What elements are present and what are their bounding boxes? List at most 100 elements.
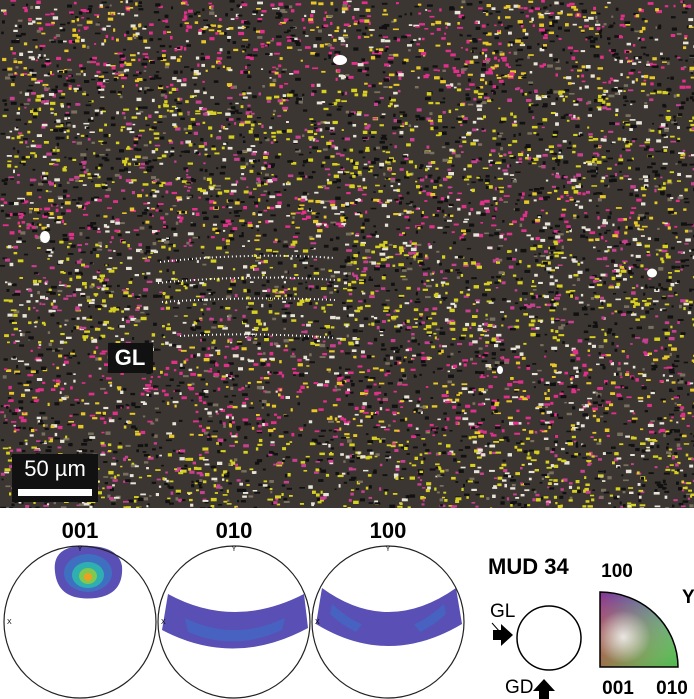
- grain: [582, 10, 587, 14]
- grain: [576, 480, 580, 483]
- grain: [338, 475, 344, 477]
- grain: [193, 462, 196, 465]
- grain: [410, 262, 413, 264]
- grain: [163, 221, 166, 224]
- grain: [183, 322, 187, 324]
- grain: [230, 230, 234, 232]
- grain: [656, 139, 661, 142]
- grain: [581, 75, 584, 78]
- grain: [641, 235, 645, 237]
- grain: [34, 208, 39, 211]
- grain: [78, 30, 80, 32]
- grain: [555, 267, 559, 269]
- grain: [96, 412, 101, 414]
- grain: [424, 283, 427, 285]
- grain: [626, 114, 631, 117]
- grain: [144, 144, 148, 146]
- grain: [624, 386, 628, 389]
- grain: [566, 323, 569, 325]
- grain: [229, 212, 231, 214]
- grain: [388, 320, 391, 322]
- grain: [358, 365, 363, 367]
- grain: [597, 161, 602, 164]
- grain: [617, 433, 623, 436]
- grain: [605, 333, 607, 337]
- grain: [484, 323, 488, 326]
- grain: [317, 84, 321, 87]
- grain: [419, 398, 421, 401]
- grain: [614, 264, 618, 267]
- grain: [348, 283, 351, 286]
- grain: [665, 304, 670, 306]
- grain: [336, 398, 341, 401]
- grain: [666, 466, 669, 468]
- grain: [257, 417, 262, 420]
- grain: [275, 313, 280, 315]
- grain: [552, 20, 558, 23]
- grain: [200, 491, 205, 494]
- grain: [120, 466, 122, 468]
- grain: [412, 358, 414, 360]
- grain: [173, 450, 175, 452]
- grain: [87, 173, 90, 176]
- grain: [73, 291, 76, 293]
- grain: [472, 129, 476, 132]
- grain: [562, 341, 565, 344]
- grain: [328, 331, 331, 334]
- grain: [500, 349, 505, 351]
- grain: [311, 84, 315, 87]
- grain: [486, 186, 489, 189]
- grain: [48, 191, 52, 193]
- grain: [242, 232, 244, 235]
- grain: [326, 142, 331, 145]
- grain: [361, 455, 366, 458]
- grain: [196, 296, 201, 298]
- grain: [573, 134, 577, 136]
- grain: [502, 281, 506, 284]
- grain: [204, 358, 210, 361]
- grain: [65, 436, 67, 439]
- grain: [303, 249, 308, 252]
- grain: [493, 91, 496, 94]
- grain: [509, 52, 511, 54]
- grain: [143, 451, 147, 453]
- grain: [542, 478, 544, 480]
- grain: [343, 279, 348, 281]
- grain: [339, 484, 341, 488]
- grain: [452, 152, 456, 154]
- grain: [81, 295, 86, 297]
- grain: [100, 388, 106, 390]
- grain: [9, 202, 14, 205]
- grain: [584, 314, 588, 316]
- grain: [469, 60, 473, 63]
- grain: [585, 86, 589, 89]
- grain: [369, 497, 373, 499]
- grain: [135, 162, 139, 165]
- grain: [615, 173, 617, 176]
- grain: [274, 229, 277, 232]
- grain: [173, 401, 179, 403]
- grain: [229, 445, 235, 447]
- grain: [645, 141, 650, 143]
- grain: [555, 255, 559, 258]
- grain: [140, 250, 143, 253]
- grain: [100, 107, 105, 109]
- grain: [116, 460, 118, 462]
- grain: [61, 388, 65, 391]
- grain: [541, 210, 544, 212]
- grain: [328, 174, 331, 176]
- grain: [540, 420, 545, 422]
- grain: [188, 163, 193, 165]
- grain: [489, 154, 492, 157]
- grain: [662, 260, 665, 263]
- grain: [203, 217, 209, 220]
- grain: [550, 451, 554, 454]
- grain: [487, 324, 492, 327]
- grain: [626, 396, 631, 398]
- grain: [640, 504, 646, 506]
- grain: [410, 494, 416, 497]
- grain: [98, 141, 103, 143]
- grain: [97, 71, 101, 73]
- grain: [611, 179, 617, 183]
- grain: [120, 222, 125, 224]
